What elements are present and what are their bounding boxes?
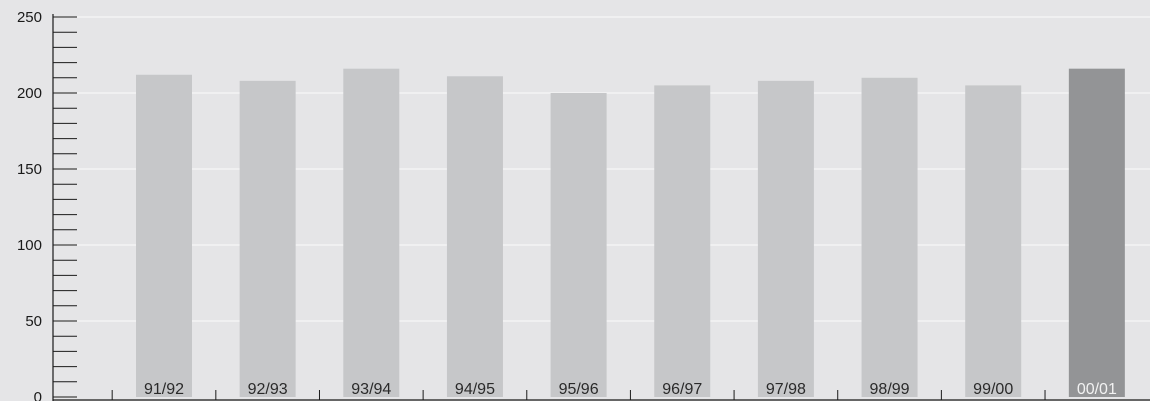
axes xyxy=(52,14,1150,401)
y-tick-label: 150 xyxy=(17,161,42,178)
bars xyxy=(136,68,1125,398)
y-tick-label: 200 xyxy=(17,85,42,102)
y-tick-label: 50 xyxy=(25,313,42,330)
bar xyxy=(654,85,711,398)
bar xyxy=(239,80,296,397)
x-tick-label: 94/95 xyxy=(455,381,495,398)
bar xyxy=(550,93,607,397)
x-tick-label: 98/99 xyxy=(870,381,910,398)
x-tick-label: 95/96 xyxy=(559,381,599,398)
bar xyxy=(757,80,814,397)
bar xyxy=(446,76,503,397)
x-tick-label: 99/00 xyxy=(973,381,1013,398)
bar xyxy=(1068,68,1125,398)
x-tick-label: 97/98 xyxy=(766,381,806,398)
bar xyxy=(965,85,1022,398)
y-tick-label: 250 xyxy=(17,9,42,26)
y-tick-label: 0 xyxy=(34,389,42,401)
x-tick-label: 91/92 xyxy=(144,381,184,398)
x-tick-label: 00/01 xyxy=(1077,381,1117,398)
x-tick-label: 96/97 xyxy=(662,381,702,398)
labels: 0 50 100 150 200 250 91/92 92/93 93/94 94/95 95/96… xyxy=(17,9,1117,401)
y-tick-label: 100 xyxy=(17,237,42,254)
bar xyxy=(136,74,192,397)
bar xyxy=(343,68,400,398)
x-tick-label: 92/93 xyxy=(248,381,288,398)
x-tick-label: 93/94 xyxy=(351,381,391,398)
bar xyxy=(861,77,918,398)
